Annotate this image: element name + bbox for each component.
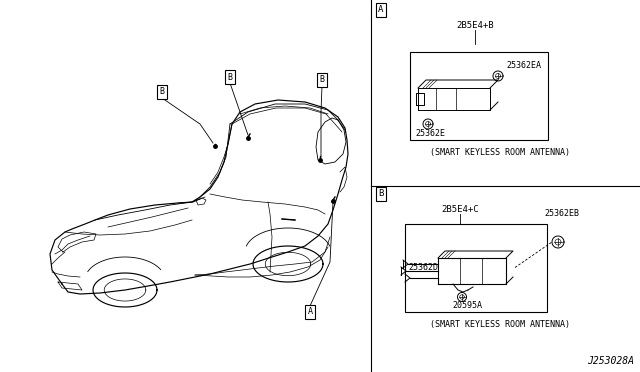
Text: B: B: [227, 73, 232, 81]
Text: 2B5E4+B: 2B5E4+B: [456, 22, 494, 31]
Text: 25362EA: 25362EA: [506, 61, 541, 71]
Text: 25362D: 25362D: [408, 263, 438, 272]
Text: A: A: [378, 6, 384, 15]
Text: B: B: [378, 189, 384, 199]
Text: (SMART KEYLESS ROOM ANTENNA): (SMART KEYLESS ROOM ANTENNA): [430, 148, 570, 157]
Text: 2B5E4+C: 2B5E4+C: [441, 205, 479, 215]
Bar: [405, 224, 547, 312]
Text: 20595A: 20595A: [452, 301, 482, 311]
Text: B: B: [159, 87, 164, 96]
Text: J253028A: J253028A: [587, 356, 634, 366]
Text: (SMART KEYLESS ROOM ANTENNA): (SMART KEYLESS ROOM ANTENNA): [430, 320, 570, 328]
Text: A: A: [307, 308, 312, 317]
Text: B: B: [319, 76, 324, 84]
Text: 25362E: 25362E: [415, 129, 445, 138]
Bar: [410, 52, 548, 140]
Text: 25362EB: 25362EB: [545, 209, 579, 218]
